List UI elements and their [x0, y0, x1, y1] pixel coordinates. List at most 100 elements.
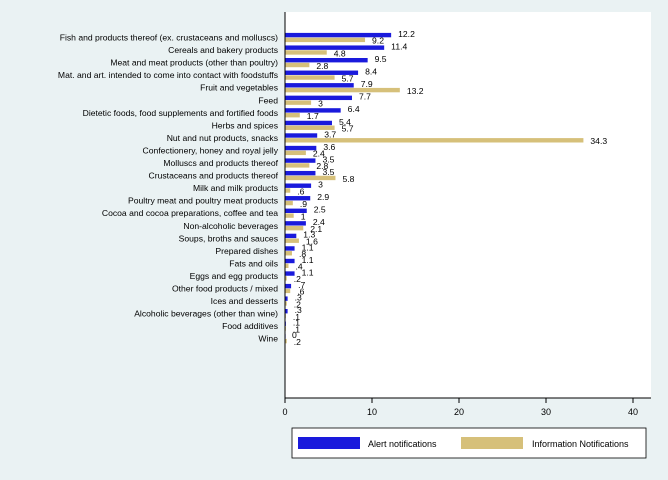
- data-label-information: 34.3: [590, 136, 607, 146]
- data-label-information: 1: [301, 211, 306, 221]
- bar-information: [285, 188, 291, 193]
- x-tick-label: 10: [367, 407, 377, 417]
- category-label: Eggs and egg products: [190, 271, 278, 281]
- data-label-alert: 6.4: [348, 104, 360, 114]
- bar-alert: [285, 70, 359, 75]
- data-label-information: .2: [294, 299, 301, 309]
- category-label: Ices and desserts: [211, 296, 278, 306]
- bar-information: [285, 288, 291, 294]
- category-label: Milk and milk products: [193, 183, 278, 193]
- data-label-alert: 11.4: [391, 41, 407, 51]
- bar-information: [285, 62, 310, 68]
- bar-alert: [285, 221, 306, 226]
- data-label-alert: 3.7: [324, 129, 336, 139]
- data-label-alert: .3: [295, 305, 302, 315]
- data-label-information: 2.4: [313, 149, 325, 159]
- value-labels-group: 12.29.211.44.89.52.88.45.77.913.27.736.4…: [292, 29, 607, 347]
- data-label-alert: 3: [318, 180, 323, 190]
- category-label: Meat and meat products (other than poult…: [110, 58, 278, 68]
- bar-alert: [285, 296, 288, 301]
- x-tick-label: 0: [282, 407, 287, 417]
- category-label: Fats and oils: [229, 258, 278, 268]
- bar-alert: [285, 45, 385, 50]
- bar-alert: [285, 58, 368, 63]
- data-label-information: 2.1: [310, 224, 322, 234]
- legend-swatch-information: [461, 437, 523, 449]
- bars-group: [285, 32, 584, 344]
- data-label-information: .2: [294, 274, 301, 284]
- legend: Alert notifications Information Notifica…: [291, 427, 647, 459]
- category-label: Alcoholic beverages (other than wine): [134, 309, 278, 319]
- data-label-alert: .3: [295, 292, 302, 302]
- data-label-information: .2: [294, 337, 301, 347]
- data-label-alert: 3.5: [322, 167, 334, 177]
- category-label: Mat. and art. intended to come into cont…: [58, 70, 278, 80]
- data-label-information: 2.8: [316, 61, 328, 71]
- category-label: Cocoa and cocoa preparations, coffee and…: [102, 208, 278, 218]
- data-label-alert: 9.5: [375, 54, 387, 64]
- category-label: Herbs and spices: [212, 120, 278, 130]
- data-label-information: .8: [299, 249, 306, 259]
- legend-label-alert: Alert notifications: [368, 439, 437, 449]
- data-label-alert: 1.3: [303, 230, 315, 240]
- data-label-alert: 0: [292, 330, 297, 340]
- legend-label-information: Information Notifications: [532, 439, 629, 449]
- x-tick-label: 30: [541, 407, 551, 417]
- bar-information: [285, 87, 400, 93]
- data-label-alert: .7: [298, 280, 305, 290]
- data-label-alert: 2.5: [314, 205, 326, 215]
- bar-information: [285, 113, 300, 118]
- bar-alert: [285, 95, 352, 101]
- data-label-information: 1.7: [307, 111, 319, 121]
- bar-information: [285, 175, 336, 181]
- data-label-information: 3: [318, 98, 323, 108]
- bar-alert: [285, 158, 316, 163]
- data-label-alert: 7.7: [359, 92, 371, 102]
- category-label: Food additives: [222, 321, 278, 331]
- data-label-information: 5.7: [342, 73, 354, 83]
- data-label-alert: 2.9: [317, 192, 329, 202]
- bar-information: [285, 338, 287, 344]
- bar-alert: [285, 145, 317, 151]
- bar-information: [285, 138, 584, 143]
- data-label-alert: 7.9: [361, 79, 373, 89]
- bar-alert: [285, 170, 316, 176]
- bar-alert: [285, 233, 297, 239]
- category-label: Cereals and bakery products: [168, 45, 278, 55]
- data-label-information: .4: [295, 262, 302, 272]
- data-label-alert: 1.1: [302, 242, 314, 252]
- data-label-alert: 3.5: [322, 154, 334, 164]
- category-label: Fruit and vegetables: [200, 83, 278, 93]
- category-label: Feed: [258, 95, 278, 105]
- bar-information: [285, 213, 294, 218]
- bar-alert: [285, 271, 295, 276]
- x-tick-label: 20: [454, 407, 464, 417]
- category-label: Other food products / mixed: [172, 284, 278, 294]
- data-label-information: .1: [293, 312, 300, 322]
- data-label-alert: 3.6: [323, 142, 335, 152]
- data-label-alert: 8.4: [365, 67, 377, 77]
- bar-alert: [285, 83, 354, 88]
- bar-information: [285, 125, 335, 130]
- data-label-information: .9: [300, 199, 307, 209]
- category-label: Soups, broths and sauces: [179, 233, 278, 243]
- category-label: Fish and products thereof (ex. crustacea…: [60, 33, 278, 43]
- bar-alert: [285, 208, 307, 213]
- data-label-information: 1.6: [306, 237, 318, 247]
- bar-information: [285, 200, 293, 206]
- category-label: Poultry meat and poultry meat products: [128, 196, 278, 206]
- bar-alert: [285, 133, 318, 138]
- data-label-alert: 2.4: [313, 217, 325, 227]
- bar-information: [285, 263, 289, 268]
- x-tick-label: 40: [628, 407, 638, 417]
- data-label-information: .1: [293, 324, 300, 334]
- bar-alert: [285, 283, 292, 289]
- bar-alert: [285, 196, 311, 201]
- bar-information: [285, 75, 335, 80]
- data-label-information: .6: [297, 186, 304, 196]
- bar-information: [285, 301, 287, 306]
- data-label-information: 5.8: [342, 174, 354, 184]
- category-label: Nut and nut products, snacks: [167, 133, 278, 143]
- data-label-information: 5.7: [342, 124, 354, 134]
